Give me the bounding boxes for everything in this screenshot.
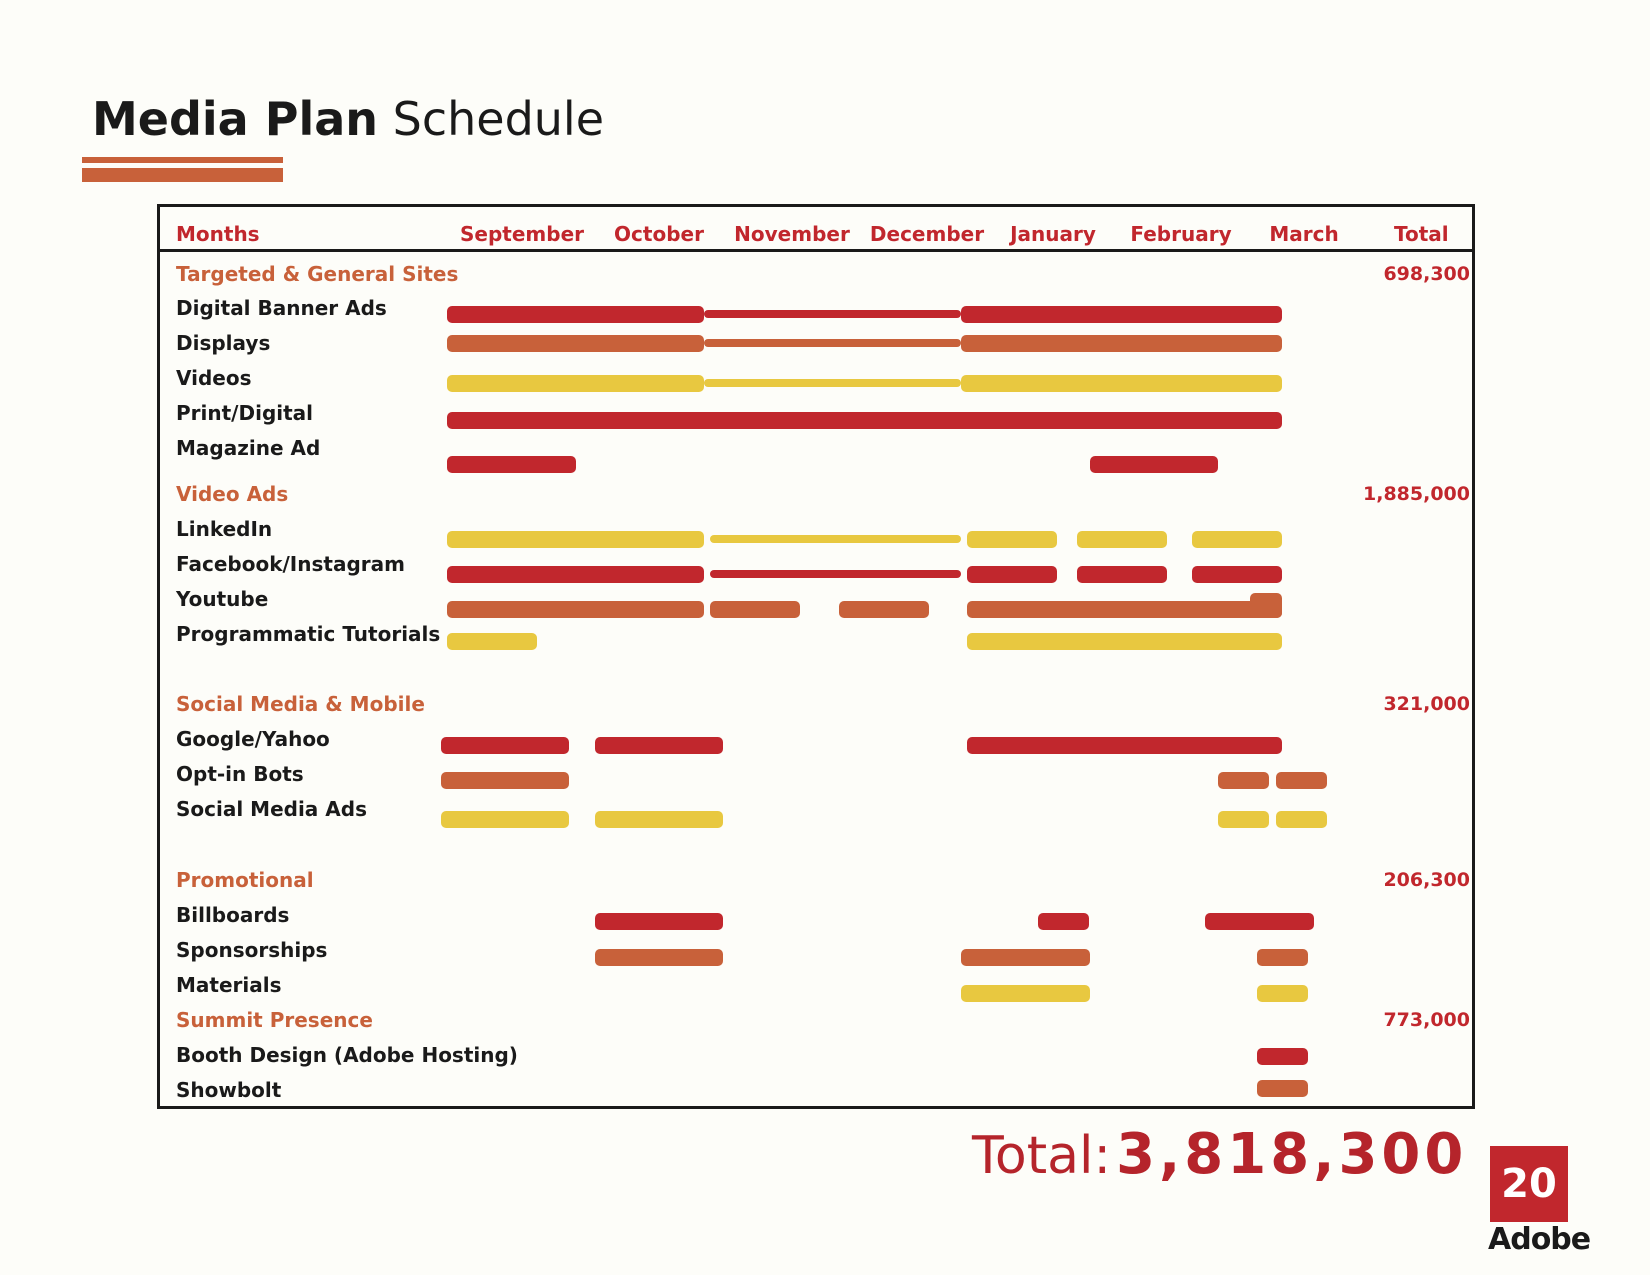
month-header-october: October xyxy=(614,222,704,246)
bar-booth-design-adobe-hosting-0 xyxy=(1256,1048,1308,1065)
section-video-ads: Video Ads xyxy=(176,482,289,506)
bar-magazine-ad-1 xyxy=(1089,456,1218,473)
bar-programmatic-tutorials-1 xyxy=(967,633,1283,650)
bar-google-yahoo-0 xyxy=(440,737,570,754)
row-label-facebook-instagram: Facebook/Instagram xyxy=(176,552,405,576)
section-total-social-media-mobile: 321,000 xyxy=(1383,693,1470,715)
section-summit-presence: Summit Presence xyxy=(176,1008,373,1032)
bar-billboards-2 xyxy=(1205,913,1315,930)
header-months-label: Months xyxy=(176,222,260,246)
row-label-billboards: Billboards xyxy=(176,903,290,927)
bar-social-media-ads-3 xyxy=(1275,811,1328,828)
section-targeted-general-sites: Targeted & General Sites xyxy=(176,262,459,286)
bar-displays-0 xyxy=(447,335,704,352)
title-bold: Media Plan xyxy=(92,92,378,146)
bar-magazine-ad-0 xyxy=(447,456,576,473)
section-total-summit-presence: 773,000 xyxy=(1383,1009,1470,1031)
bar-facebook-instagram-2 xyxy=(967,566,1058,583)
section-total-targeted-general-sites: 698,300 xyxy=(1383,263,1470,285)
bar-google-yahoo-2 xyxy=(967,737,1283,754)
bar-linkedin-3 xyxy=(1076,531,1167,548)
bar-materials-1 xyxy=(1256,985,1308,1002)
month-header-november: November xyxy=(734,222,850,246)
bar-facebook-instagram-3 xyxy=(1076,566,1167,583)
row-label-booth-design-adobe-hosting: Booth Design (Adobe Hosting) xyxy=(176,1043,518,1067)
bar-videos-1 xyxy=(704,379,961,387)
bar-linkedin-4 xyxy=(1192,531,1283,548)
bar-showbolt-0 xyxy=(1256,1080,1308,1097)
bar-digital-banner-ads-1 xyxy=(704,310,961,318)
month-header-december: December xyxy=(869,222,985,246)
page-number: 20 xyxy=(1490,1146,1568,1222)
row-label-showbolt: Showbolt xyxy=(176,1078,282,1102)
bar-sponsorships-1 xyxy=(961,949,1090,966)
header-divider xyxy=(157,249,1475,252)
title-underline xyxy=(82,157,283,163)
row-label-programmatic-tutorials: Programmatic Tutorials xyxy=(176,622,441,646)
bar-youtube-1 xyxy=(710,601,801,618)
bar-sponsorships-0 xyxy=(594,949,724,966)
section-total-promotional: 206,300 xyxy=(1383,869,1470,891)
row-label-social-media-ads: Social Media Ads xyxy=(176,797,367,821)
section-promotional: Promotional xyxy=(176,868,314,892)
bar-opt-in-bots-0 xyxy=(440,772,570,789)
grand-total-label: Total: xyxy=(972,1126,1111,1186)
bar-displays-2 xyxy=(961,335,1283,352)
schedule-table xyxy=(157,204,1475,1109)
bar-linkedin-2 xyxy=(967,531,1058,548)
month-header-march: March xyxy=(1269,222,1339,246)
row-label-youtube: Youtube xyxy=(176,587,269,611)
grand-total-value: 3,818,300 xyxy=(1116,1122,1468,1187)
bar-social-media-ads-1 xyxy=(594,811,724,828)
row-label-materials: Materials xyxy=(176,973,282,997)
section-total-video-ads: 1,885,000 xyxy=(1363,483,1470,505)
row-label-magazine-ad: Magazine Ad xyxy=(176,436,321,460)
bar-social-media-ads-2 xyxy=(1218,811,1270,828)
grand-total: Total: 3,818,300 xyxy=(972,1122,1467,1187)
row-label-digital-banner-ads: Digital Banner Ads xyxy=(176,296,387,320)
bar-facebook-instagram-1 xyxy=(710,570,961,578)
bar-linkedin-0 xyxy=(447,531,704,548)
bar-sponsorships-2 xyxy=(1256,949,1308,966)
row-label-videos: Videos xyxy=(176,366,252,390)
row-label-opt-in-bots: Opt-in Bots xyxy=(176,762,304,786)
row-label-displays: Displays xyxy=(176,331,271,355)
bar-youtube-3 xyxy=(967,601,1283,618)
bar-videos-0 xyxy=(447,375,704,392)
bar-youtube-2 xyxy=(838,601,929,618)
row-label-google-yahoo: Google/Yahoo xyxy=(176,727,330,751)
header-total-label: Total xyxy=(1394,222,1449,246)
section-social-media-mobile: Social Media & Mobile xyxy=(176,692,425,716)
row-label-sponsorships: Sponsorships xyxy=(176,938,328,962)
bar-billboards-0 xyxy=(594,913,724,930)
bar-youtube-4 xyxy=(1250,593,1283,618)
bar-digital-banner-ads-2 xyxy=(961,306,1283,323)
bar-youtube-0 xyxy=(447,601,704,618)
month-header-january: January xyxy=(1010,222,1096,246)
bar-social-media-ads-0 xyxy=(440,811,570,828)
brand-logo: Adobe xyxy=(1488,1222,1591,1257)
title-light: Schedule xyxy=(392,92,605,146)
bar-google-yahoo-1 xyxy=(594,737,724,754)
bar-displays-1 xyxy=(704,339,961,347)
page-title: Media Plan Schedule xyxy=(92,92,604,146)
bar-opt-in-bots-1 xyxy=(1218,772,1270,789)
bar-digital-banner-ads-0 xyxy=(447,306,704,323)
month-header-september: September xyxy=(460,222,584,246)
bar-videos-2 xyxy=(961,375,1283,392)
bar-materials-0 xyxy=(961,985,1090,1002)
bar-opt-in-bots-2 xyxy=(1275,772,1328,789)
bar-programmatic-tutorials-0 xyxy=(447,633,537,650)
bar-billboards-1 xyxy=(1038,913,1090,930)
title-underline-thick xyxy=(82,168,283,182)
bar-facebook-instagram-0 xyxy=(447,566,704,583)
bar-print-digital-0 xyxy=(447,412,1283,429)
month-header-february: February xyxy=(1130,222,1232,246)
row-label-print-digital: Print/Digital xyxy=(176,401,314,425)
bar-facebook-instagram-4 xyxy=(1192,566,1283,583)
row-label-linkedin: LinkedIn xyxy=(176,517,273,541)
bar-linkedin-1 xyxy=(710,535,961,543)
